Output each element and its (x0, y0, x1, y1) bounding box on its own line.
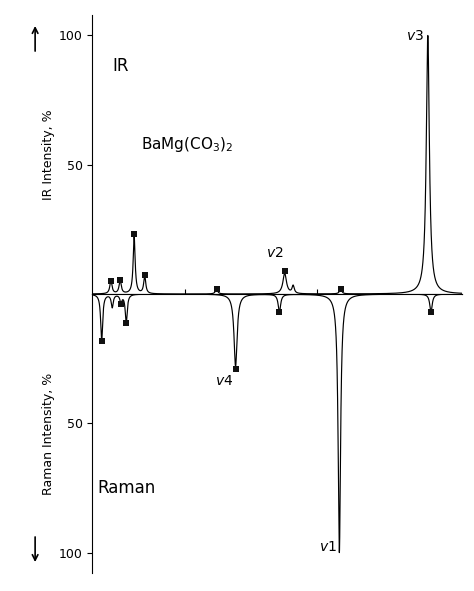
Text: IR: IR (112, 57, 128, 76)
Y-axis label: IR Intensity, %: IR Intensity, % (42, 109, 55, 200)
Text: $\it{v}$4: $\it{v}$4 (215, 374, 233, 388)
Y-axis label: Raman Intensity, %: Raman Intensity, % (42, 372, 55, 495)
Text: $\it{v}$3: $\it{v}$3 (406, 29, 424, 43)
Text: BaMg(CO$_3$)$_2$: BaMg(CO$_3$)$_2$ (141, 135, 234, 154)
Text: $\it{v}$1: $\it{v}$1 (319, 540, 337, 554)
Text: Raman: Raman (98, 479, 156, 497)
Text: $\omega$, cm$^{-1}$: $\omega$, cm$^{-1}$ (379, 304, 430, 322)
Text: $\it{v}$2: $\it{v}$2 (266, 246, 283, 261)
